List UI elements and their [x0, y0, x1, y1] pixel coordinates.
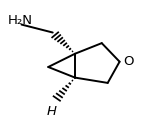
Text: H₂N: H₂N: [8, 14, 33, 27]
Text: O: O: [123, 55, 134, 68]
Text: H: H: [46, 105, 56, 118]
